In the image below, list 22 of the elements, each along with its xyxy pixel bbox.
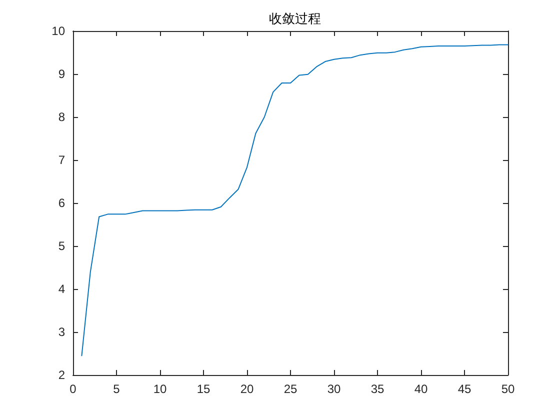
y-tick-label: 10 — [52, 24, 66, 38]
x-tick-label: 10 — [153, 382, 167, 396]
y-tick-label: 2 — [58, 368, 66, 382]
y-tick-label: 8 — [58, 110, 66, 124]
x-tick-label: 50 — [501, 382, 515, 396]
x-tick-label: 0 — [70, 382, 77, 396]
x-tick-label: 25 — [284, 382, 298, 396]
x-tick-label: 5 — [113, 382, 120, 396]
y-tick-label: 4 — [58, 282, 66, 296]
line-series — [81, 44, 508, 356]
y-tick-label: 3 — [58, 325, 66, 339]
y-tick-label: 5 — [58, 239, 66, 253]
x-tick-label: 40 — [414, 382, 428, 396]
x-tick-label: 45 — [458, 382, 472, 396]
y-tick-label: 6 — [58, 196, 66, 210]
x-tick-label: 35 — [370, 382, 384, 396]
chart-title: 收敛过程 — [269, 12, 321, 27]
y-tick-label: 7 — [58, 153, 66, 167]
x-tick-label: 20 — [240, 382, 254, 396]
x-tick-label: 30 — [327, 382, 341, 396]
y-tick-label: 9 — [58, 67, 66, 81]
x-tick-label: 15 — [196, 382, 210, 396]
